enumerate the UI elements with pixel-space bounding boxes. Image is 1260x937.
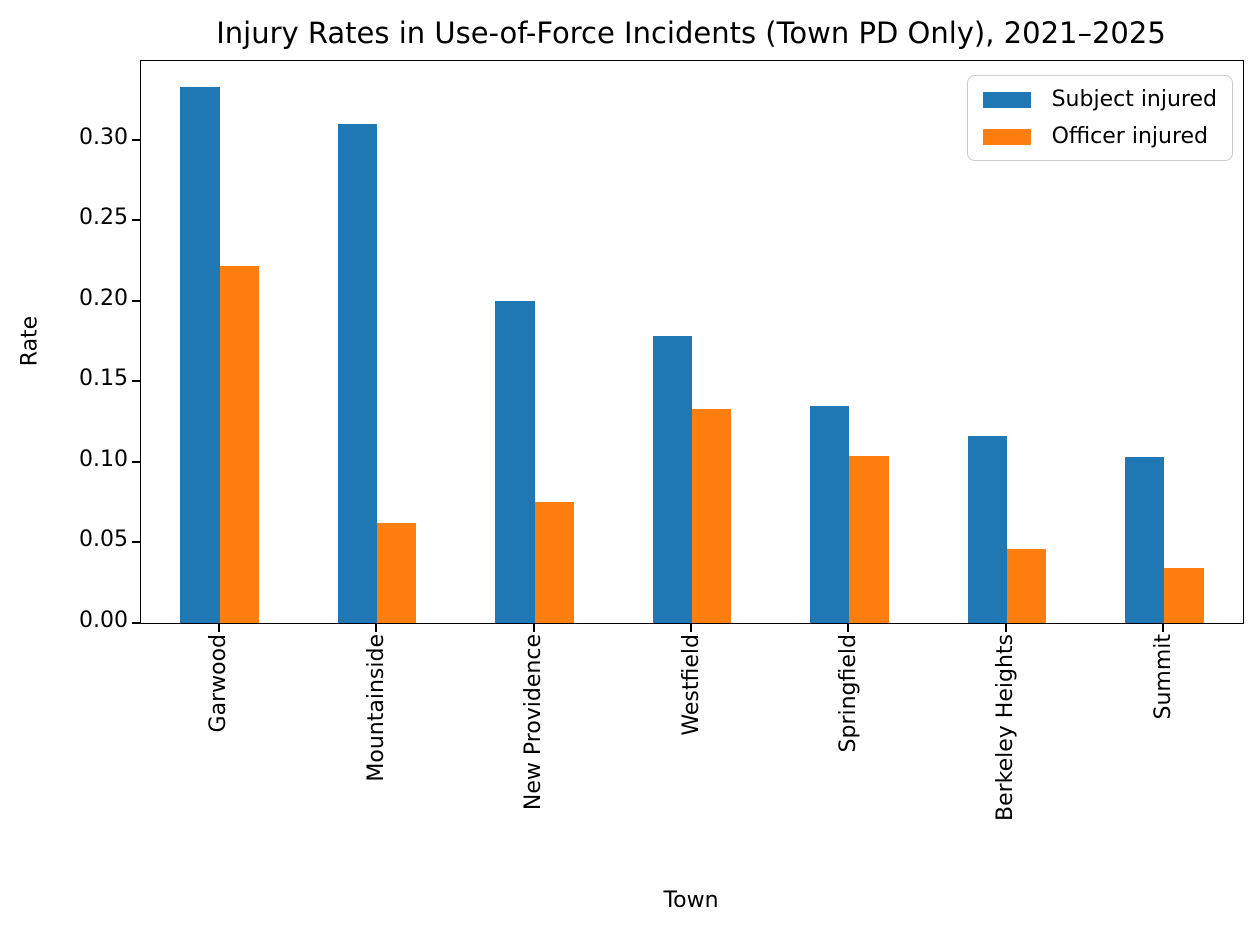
bar-subject-injured-mountainside bbox=[337, 123, 378, 623]
y-tick-mark bbox=[132, 380, 140, 383]
bar-subject-injured-new-providence bbox=[495, 300, 535, 623]
bar-officer-injured-new-providence bbox=[534, 502, 574, 623]
bar-officer-injured-springfield bbox=[849, 455, 889, 623]
legend-entry-subject-injured: Subject injured bbox=[982, 87, 1217, 112]
x-tick-label-mountainside: Mountainside bbox=[361, 634, 391, 782]
legend-label: Subject injured bbox=[1051, 87, 1217, 112]
y-tick-mark bbox=[132, 460, 140, 463]
y-tick-label: 0.10 bbox=[79, 446, 128, 472]
x-tick-label-text: Springfield bbox=[835, 634, 861, 753]
x-tick-label-text: Garwood bbox=[206, 634, 232, 733]
bar-subject-injured-westfield bbox=[652, 336, 692, 623]
legend: Subject injured Officer injured bbox=[966, 75, 1233, 161]
bar-subject-injured-garwood bbox=[180, 86, 220, 623]
bar-subject-injured-berkeley-heights bbox=[967, 436, 1007, 623]
y-tick-mark bbox=[132, 219, 140, 222]
legend-label: Officer injured bbox=[1051, 124, 1209, 149]
legend-entry-officer-injured: Officer injured bbox=[982, 124, 1217, 149]
bar-officer-injured-summit bbox=[1164, 568, 1204, 623]
y-tick-label: 0.25 bbox=[79, 205, 128, 231]
x-tick-mark bbox=[847, 624, 850, 632]
legend-swatch-subject-injured bbox=[982, 91, 1031, 108]
x-tick-label-text: Summit bbox=[1150, 634, 1176, 720]
x-tick-mark bbox=[217, 624, 220, 632]
y-tick-mark bbox=[132, 138, 140, 141]
legend-swatch-officer-injured bbox=[982, 128, 1031, 145]
y-tick-label: 0.15 bbox=[79, 366, 128, 392]
y-tick-mark bbox=[132, 299, 140, 302]
y-tick-mark bbox=[132, 622, 140, 624]
bar-officer-injured-mountainside bbox=[377, 523, 417, 623]
x-axis-label: Town bbox=[663, 888, 719, 913]
x-tick-label-text: New Providence bbox=[521, 634, 547, 811]
y-tick-mark bbox=[132, 541, 140, 544]
x-tick-label-westfield: Westfield bbox=[676, 634, 706, 736]
x-tick-mark bbox=[690, 624, 692, 632]
x-tick-label-new-providence: New Providence bbox=[519, 634, 549, 810]
x-tick-label-text: Mountainside bbox=[363, 634, 389, 782]
bar-officer-injured-garwood bbox=[219, 265, 260, 623]
y-tick-label: 0.00 bbox=[79, 608, 128, 633]
x-tick-mark bbox=[375, 624, 378, 632]
x-tick-mark bbox=[1004, 624, 1007, 632]
x-tick-label-berkeley-heights: Berkeley Heights bbox=[991, 634, 1021, 821]
x-tick-label-summit: Summit bbox=[1148, 634, 1178, 720]
bar-officer-injured-westfield bbox=[692, 408, 732, 623]
y-tick-label: 0.05 bbox=[79, 527, 128, 553]
y-tick-label: 0.30 bbox=[79, 124, 128, 150]
bar-subject-injured-springfield bbox=[810, 405, 850, 623]
x-tick-label-text: Westfield bbox=[678, 634, 704, 736]
bar-officer-injured-berkeley-heights bbox=[1006, 548, 1047, 623]
chart-title: Injury Rates in Use-of-Force Incidents (… bbox=[216, 16, 1166, 50]
y-axis-label: Rate bbox=[17, 315, 43, 367]
y-tick-label: 0.20 bbox=[79, 285, 128, 311]
x-tick-label-garwood: Garwood bbox=[204, 634, 234, 732]
bar-subject-injured-summit bbox=[1124, 457, 1165, 623]
x-tick-label-text: Berkeley Heights bbox=[993, 634, 1019, 822]
x-tick-mark bbox=[532, 624, 535, 632]
x-tick-label-springfield: Springfield bbox=[833, 634, 863, 752]
x-tick-mark bbox=[1162, 624, 1165, 632]
